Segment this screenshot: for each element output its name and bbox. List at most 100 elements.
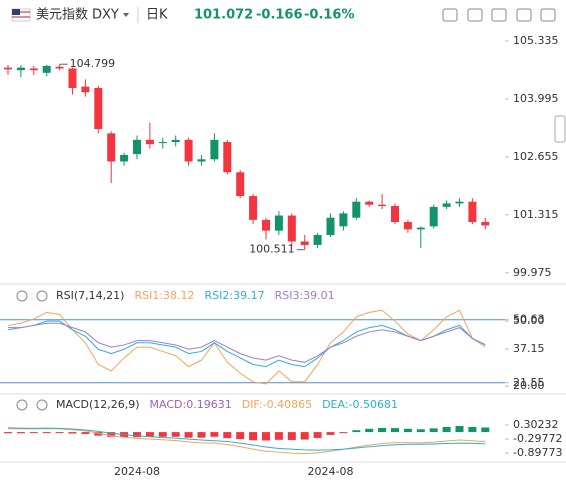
candle-body — [313, 234, 322, 245]
histogram-bar — [184, 432, 193, 438]
change: -0.166 — [256, 8, 303, 23]
indicator-name: RSI(7,14,21) — [56, 289, 124, 302]
eye-icon[interactable] — [16, 290, 28, 302]
histogram-bar — [94, 432, 103, 436]
candle-body — [133, 139, 141, 155]
candle-body — [197, 159, 206, 162]
candle-body — [287, 215, 296, 242]
candle-body — [81, 86, 90, 93]
candle-body — [210, 139, 219, 160]
histogram-bar — [68, 432, 77, 434]
histogram-bar — [42, 432, 51, 434]
histogram-bar — [339, 432, 348, 434]
candle-body — [326, 217, 335, 235]
histogram-bar — [378, 427, 387, 433]
indicator-line — [7, 427, 486, 451]
indicator-name: MACD(12,26,9) — [56, 398, 140, 411]
histogram-bar — [352, 430, 361, 433]
y-tick-label: 50.00 — [513, 314, 545, 327]
candle-body — [29, 68, 38, 71]
y-tick-label: 0.30232 — [513, 418, 559, 431]
x-tick-label: 2024-08 — [308, 465, 354, 478]
candle-body — [107, 133, 116, 162]
candle-body — [16, 67, 25, 71]
y-tick-label: 20.00 — [513, 379, 545, 392]
candle-body — [416, 227, 425, 230]
candle-body — [145, 139, 154, 145]
indicator-line — [7, 428, 486, 455]
histogram-bar — [107, 432, 116, 437]
histogram-bar — [210, 432, 219, 437]
histogram-bar — [300, 432, 309, 440]
settings-icon[interactable] — [36, 290, 48, 302]
y-tick-label: 21.55 — [513, 376, 545, 389]
histogram-bar — [55, 432, 64, 434]
x-tick-label: 2024-08 — [114, 465, 160, 478]
y-tick-label: -0.29772 — [513, 432, 562, 445]
legend-entry: DEA:-0.50681 — [322, 398, 398, 411]
legend-entry: RSI3:39.01 — [275, 289, 335, 302]
candle-body — [391, 206, 399, 223]
tool-icon[interactable] — [540, 8, 556, 22]
flag-canton — [12, 9, 20, 15]
histogram-bar — [481, 427, 490, 433]
header: 美元指数 DXY 日K 101.072 -0.166 -0.16% — [11, 7, 566, 143]
histogram-bar — [223, 432, 232, 439]
dropdown-arrow[interactable] — [123, 13, 129, 17]
histogram-bar — [442, 426, 451, 433]
histogram-bar — [81, 432, 90, 434]
histogram-bar — [145, 432, 154, 437]
instrument-name[interactable]: 美元指数 — [36, 8, 88, 23]
histogram-bar — [403, 428, 412, 433]
candle-body — [378, 204, 387, 207]
histogram-bar — [171, 432, 180, 437]
tool-icon[interactable] — [442, 8, 458, 22]
histogram-bar — [249, 432, 258, 441]
instrument-symbol[interactable]: DXY — [92, 8, 119, 23]
histogram-bar — [455, 426, 464, 433]
settings-icon[interactable] — [36, 399, 48, 411]
candle-body — [262, 219, 270, 231]
high-annotation: 104.799 — [70, 57, 116, 70]
candle-body — [365, 201, 374, 205]
histogram-bar — [313, 432, 322, 438]
tool-icon[interactable] — [516, 8, 532, 22]
y-tick-label: 37.15 — [513, 342, 545, 355]
indicator-line — [8, 322, 486, 363]
candle-body — [55, 66, 64, 69]
histogram-bar — [133, 432, 141, 438]
histogram-bar — [29, 432, 38, 434]
histogram-bar — [416, 429, 425, 433]
candle-body — [429, 206, 438, 227]
y-tick-label: 99.975 — [513, 266, 552, 279]
candle-body — [42, 65, 51, 73]
histogram-bar — [158, 432, 167, 437]
legend-entry: RSI2:39.17 — [205, 289, 265, 302]
candle-body — [403, 222, 412, 230]
eye-icon[interactable] — [16, 399, 28, 411]
candle-body — [171, 139, 180, 143]
candle-body — [223, 142, 232, 173]
candle-body — [274, 215, 283, 231]
candle-body — [352, 201, 361, 218]
low-annotation: 100.511 — [249, 243, 295, 256]
histogram-bar — [391, 428, 399, 433]
tool-icon[interactable] — [491, 8, 507, 22]
candle-body — [94, 87, 103, 130]
histogram-bar — [365, 428, 374, 433]
candle-body — [339, 213, 348, 227]
indicator-line — [7, 320, 486, 368]
candle-body — [236, 172, 245, 197]
candle-body — [249, 196, 258, 220]
candle-body — [68, 68, 77, 88]
candle-body — [120, 154, 129, 162]
side-toggle[interactable] — [554, 115, 566, 143]
histogram-bar — [16, 432, 25, 434]
histogram-bar — [236, 432, 245, 440]
y-tick-label: 103.995 — [513, 92, 559, 105]
price: 101.072 — [194, 8, 253, 23]
histogram-bar — [287, 432, 296, 441]
tool-icon[interactable] — [467, 8, 483, 22]
period[interactable]: 日K — [146, 8, 168, 23]
